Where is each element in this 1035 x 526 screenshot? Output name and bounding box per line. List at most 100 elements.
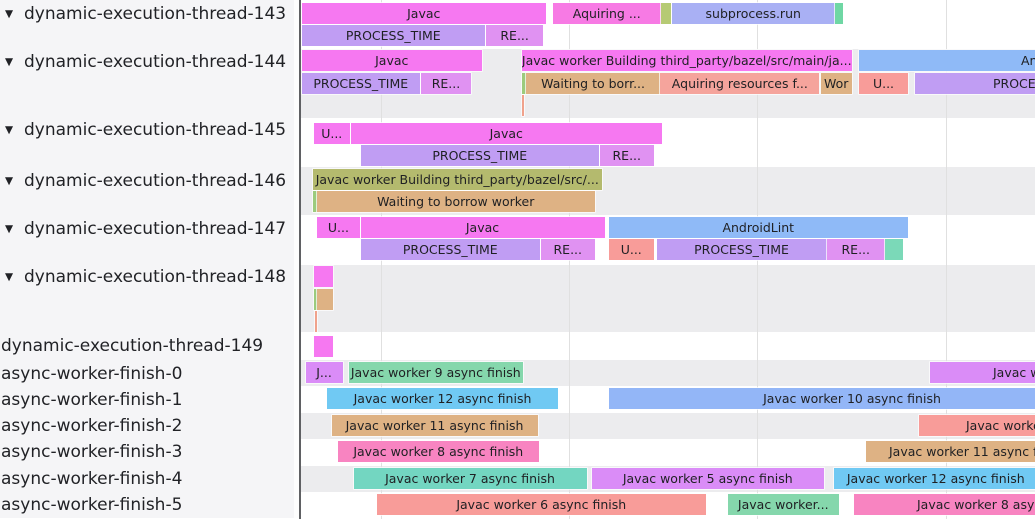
trace-slice[interactable]: Waiting to borrow worker	[316, 191, 595, 212]
trace-slice[interactable]: Waiting to borr...	[526, 72, 661, 94]
trace-slice[interactable]: Javac	[302, 50, 482, 71]
trace-slice-label: Javac worker 6 async finish	[456, 497, 627, 513]
trace-slice[interactable]	[521, 72, 526, 94]
trace-slice[interactable]	[312, 191, 317, 212]
sidebar-item-async-worker-finish-1[interactable]: async-worker-finish-1	[0, 390, 294, 410]
trace-slice[interactable]: RE...	[600, 145, 654, 166]
trace-slice[interactable]: PROCESS_TIME	[302, 25, 485, 46]
trace-slice-label: Javac worker 5 async finish	[622, 470, 793, 486]
sidebar-item-dynamic-execution-thread-143[interactable]: ▼ dynamic-execution-thread-143	[0, 4, 294, 24]
collapse-arrow-icon[interactable]: ▼	[5, 56, 14, 68]
trace-slice[interactable]: Javac worker 11 async finish	[331, 414, 538, 436]
trace-slice[interactable]	[316, 288, 333, 310]
trace-slice[interactable]	[521, 95, 524, 116]
trace-slice[interactable]: PROCESS_TIME	[302, 72, 420, 94]
track-name-label: async-worker-finish-4	[1, 468, 183, 489]
trace-slice[interactable]: Javac worker 7 async finish	[353, 467, 587, 489]
sidebar-item-async-worker-finish-2[interactable]: async-worker-finish-2	[0, 416, 294, 436]
track-background-band	[301, 264, 1035, 332]
trace-slice[interactable]: Javac worker 10 async finish	[609, 387, 1035, 409]
trace-slice[interactable]: U...	[859, 72, 908, 94]
panel-divider	[299, 0, 301, 519]
trace-slice[interactable]: RE...	[485, 25, 544, 46]
sidebar-item-dynamic-execution-thread-145[interactable]: ▼ dynamic-execution-thread-145	[0, 120, 294, 140]
trace-slice[interactable]	[314, 266, 333, 287]
trace-slice[interactable]: U...	[609, 239, 654, 260]
sidebar-item-async-worker-finish-4[interactable]: async-worker-finish-4	[0, 469, 294, 489]
trace-slice[interactable]: PROCESS_TIME	[914, 72, 1035, 94]
trace-slice[interactable]: subprocess.run	[671, 2, 835, 24]
trace-slice[interactable]	[314, 311, 317, 332]
track-name-label: async-worker-finish-2	[1, 416, 183, 437]
trace-slice[interactable]: Javac	[360, 216, 605, 238]
trace-slice[interactable]: U...	[314, 122, 350, 144]
sidebar-item-async-worker-finish-5[interactable]: async-worker-finish-5	[0, 495, 294, 515]
collapse-arrow-icon[interactable]: ▼	[5, 175, 14, 187]
trace-slice[interactable]	[314, 288, 317, 310]
trace-slice-label: RE...	[841, 242, 870, 257]
trace-slice[interactable]: PROCESS_TIME	[656, 239, 827, 260]
trace-slice[interactable]: RE...	[827, 239, 885, 260]
trace-slice[interactable]: Javac worker	[930, 362, 1035, 383]
collapse-arrow-icon[interactable]: ▼	[5, 223, 14, 235]
sidebar-item-dynamic-execution-thread-146[interactable]: ▼ dynamic-execution-thread-146	[0, 171, 294, 191]
sidebar-item-dynamic-execution-thread-149[interactable]: dynamic-execution-thread-149	[0, 336, 294, 356]
trace-slice[interactable]: Javac worker 5 async finish	[592, 467, 824, 489]
track-name-label: async-worker-finish-1	[1, 389, 183, 410]
trace-slice-label: J...	[316, 365, 332, 380]
trace-slice[interactable]: Javac worker 6 async finish	[376, 494, 706, 516]
trace-slice[interactable]: Javac worker 11 async finish	[866, 441, 1035, 463]
sidebar-item-async-worker-finish-3[interactable]: async-worker-finish-3	[0, 442, 294, 462]
trace-slice-label: Javac	[489, 125, 523, 141]
trace-slice[interactable]: PROCESS_TIME	[360, 239, 540, 260]
trace-slice[interactable]	[835, 2, 843, 24]
track-name-label: dynamic-execution-thread-145	[24, 119, 287, 140]
collapse-arrow-icon[interactable]: ▼	[5, 8, 14, 20]
trace-slice-label: PROCESS_TIME	[432, 148, 528, 163]
collapse-arrow-icon[interactable]: ▼	[5, 270, 14, 283]
trace-slice[interactable]: Javac worker...	[727, 494, 839, 516]
trace-slice[interactable]: Wor	[820, 72, 852, 94]
trace-slice[interactable]: Aquiring ...	[553, 2, 661, 24]
trace-slice[interactable]: Javac worker Building third_party/bazel/…	[312, 168, 602, 190]
track-name-label: async-worker-finish-0	[1, 363, 183, 384]
track-name-label: dynamic-execution-thread-143	[24, 4, 287, 24]
trace-slice[interactable]: AndroidLint	[609, 216, 908, 238]
trace-slice-label: RE...	[431, 75, 461, 91]
sidebar-item-dynamic-execution-thread-147[interactable]: ▼ dynamic-execution-thread-147	[0, 219, 294, 239]
trace-slice-label: PROCESS_TIME	[313, 75, 409, 91]
trace-slice[interactable]: Aquiring resources f...	[660, 72, 820, 94]
trace-slice[interactable]	[885, 239, 903, 260]
trace-slice[interactable]: Javac worker 12 async finish	[327, 387, 558, 409]
trace-slice-label: Javac worker 12 async finish	[846, 470, 1025, 486]
sidebar-item-async-worker-finish-0[interactable]: async-worker-finish-0	[0, 364, 294, 384]
track-name-label: dynamic-execution-thread-148	[24, 266, 287, 287]
trace-slice[interactable]: Javac worker 8 async finish	[337, 441, 539, 463]
trace-slice[interactable]: RE...	[540, 239, 595, 260]
trace-slice[interactable]: Javac	[302, 2, 546, 24]
trace-slice[interactable]: Javac worker Building third_party/bazel/…	[521, 50, 852, 71]
trace-slice[interactable]: PROCESS_TIME	[360, 145, 599, 166]
trace-slice-label: PROCESS_TIME	[694, 242, 789, 257]
trace-slice-label: RE...	[500, 28, 529, 43]
trace-slice[interactable]	[314, 335, 333, 357]
trace-slice[interactable]: Javac worker 9 async finish	[348, 362, 523, 383]
trace-slice[interactable]: RE...	[420, 72, 472, 94]
trace-slice[interactable]: Javac worker	[918, 414, 1035, 436]
trace-slice[interactable]	[661, 2, 672, 24]
trace-slice-label: Waiting to borrow worker	[377, 194, 535, 209]
time-gridline	[945, 0, 947, 519]
trace-slice[interactable]: J...	[305, 362, 343, 383]
trace-slice-label: Javac worker Building third_party/bazel/…	[315, 171, 599, 187]
sidebar-item-dynamic-execution-thread-148[interactable]: ▼ dynamic-execution-thread-148	[0, 267, 294, 287]
trace-slice[interactable]: U...	[316, 216, 360, 238]
trace-slice[interactable]: Javac	[350, 122, 662, 144]
trace-slice[interactable]: AndroidLint	[858, 50, 1035, 71]
trace-slice[interactable]: Javac worker 12 async finish	[833, 467, 1035, 489]
collapse-arrow-icon[interactable]: ▼	[5, 123, 14, 136]
trace-slice[interactable]: Javac worker 8 async finish	[853, 494, 1035, 516]
sidebar-item-dynamic-execution-thread-144[interactable]: ▼ dynamic-execution-thread-144	[0, 52, 294, 72]
trace-slice-label: Javac worker	[993, 365, 1035, 380]
track-name-label: dynamic-execution-thread-146	[24, 171, 287, 191]
